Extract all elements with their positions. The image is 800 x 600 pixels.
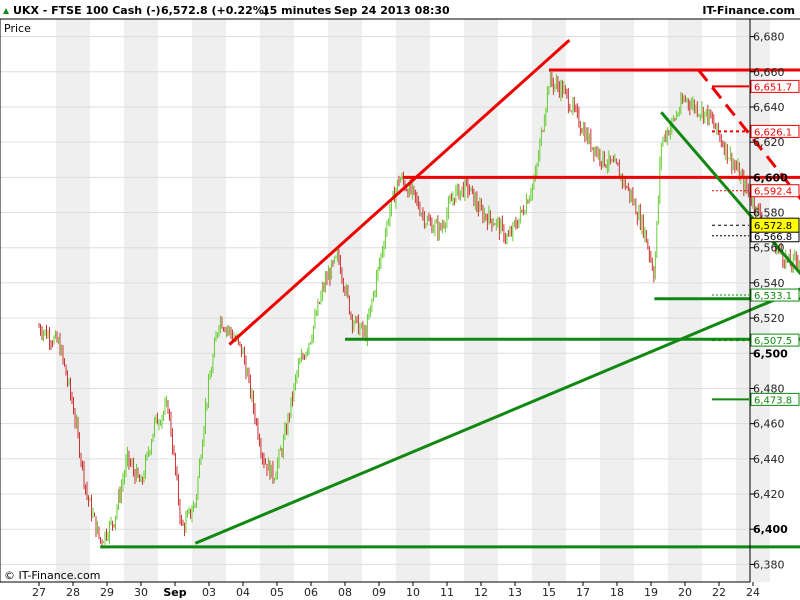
x-tick-label: 30 bbox=[134, 586, 148, 599]
x-tick-label: 20 bbox=[678, 586, 692, 599]
copyright-text: © IT-Finance.com bbox=[4, 569, 101, 582]
y-tick-label: 6,420 bbox=[753, 488, 785, 501]
x-tick-label: Sep bbox=[163, 586, 186, 599]
y-tick-label: 6,380 bbox=[753, 558, 785, 571]
level-label: 6,592.4 bbox=[754, 187, 792, 198]
y-axis: 6,380 6,400 6,420 6,440 6,460 6,480 6,500 6,520… bbox=[750, 31, 788, 571]
level-label: 6,507.5 bbox=[754, 336, 792, 347]
x-tick-label: 17 bbox=[576, 586, 590, 599]
level-markers bbox=[712, 85, 749, 401]
level-label: 6,473.8 bbox=[754, 395, 792, 406]
trend-lines bbox=[100, 38, 800, 549]
x-tick-label: 08 bbox=[338, 586, 352, 599]
price-grid bbox=[0, 36, 750, 565]
level-label-box bbox=[750, 124, 800, 138]
y-tick-label: 6,580 bbox=[753, 207, 785, 220]
y-tick-label: 6,660 bbox=[753, 66, 785, 79]
level-labels: 6,651.7 6,626.1 6,592.4 6,566.8 6,533.1 6,507… bbox=[750, 79, 800, 406]
y-tick-label: 6,560 bbox=[753, 242, 785, 255]
x-tick-label: 03 bbox=[202, 586, 216, 599]
level-label-box bbox=[750, 79, 800, 93]
y-tick-label: 6,460 bbox=[753, 418, 785, 431]
x-tick-label: 05 bbox=[270, 586, 284, 599]
day-band bbox=[56, 19, 90, 582]
header-bar bbox=[0, 0, 800, 19]
x-tick-label: 19 bbox=[644, 586, 658, 599]
day-band bbox=[396, 19, 430, 582]
y-tick-label: 6,620 bbox=[753, 136, 785, 149]
y-axis-title: Price bbox=[4, 22, 31, 35]
level-label-box bbox=[750, 333, 800, 347]
y-tick-label: 6,440 bbox=[753, 453, 785, 466]
day-band bbox=[600, 19, 634, 582]
x-tick-label: 06 bbox=[304, 586, 318, 599]
trend-line-rising-resistance bbox=[228, 38, 571, 346]
y-tick-label: 6,520 bbox=[753, 312, 785, 325]
y-tick-label: 6,680 bbox=[753, 31, 785, 44]
timeframe: 15 minutes bbox=[262, 4, 332, 17]
brand-name: IT-Finance.com bbox=[702, 4, 795, 17]
last-price-box bbox=[750, 217, 800, 233]
level-label: 6,533.1 bbox=[754, 291, 792, 302]
x-tick-label: 12 bbox=[474, 586, 488, 599]
header-triangle-icon bbox=[3, 8, 9, 14]
x-tick-label: 29 bbox=[100, 586, 114, 599]
x-tick-label: 22 bbox=[712, 586, 726, 599]
x-tick-label: 11 bbox=[440, 586, 454, 599]
x-tick-label: 13 bbox=[508, 586, 522, 599]
level-label-box bbox=[750, 288, 800, 302]
trend-line-falling-resistance-dashed bbox=[697, 69, 800, 201]
day-band bbox=[532, 19, 566, 582]
y-tick-label: 6,600 bbox=[753, 171, 788, 184]
x-tick-label: 24 bbox=[746, 586, 760, 599]
day-band bbox=[124, 19, 158, 582]
y-tick-label: 6,480 bbox=[753, 382, 785, 395]
day-band bbox=[328, 19, 362, 582]
trend-line-rising-support bbox=[194, 287, 800, 545]
level-label: 6,626.1 bbox=[754, 127, 792, 138]
level-label-box bbox=[750, 184, 800, 198]
y-tick-label: 6,400 bbox=[753, 523, 788, 536]
level-label: 6,566.8 bbox=[754, 232, 792, 243]
x-tick-label: 15 bbox=[542, 586, 556, 599]
quote-datetime: Sep 24 2013 08:30 bbox=[334, 4, 450, 17]
level-label-box bbox=[750, 392, 800, 406]
instrument-symbol: UKX - FTSE 100 Cash (-) bbox=[13, 4, 161, 17]
y-tick-label: 6,540 bbox=[753, 277, 785, 290]
x-tick-label: 10 bbox=[406, 586, 420, 599]
x-tick-label: 04 bbox=[236, 586, 250, 599]
last-quote: 6,572.8 (+0.22%) bbox=[161, 4, 269, 17]
trend-line-falling-support bbox=[660, 111, 800, 276]
day-band bbox=[192, 19, 226, 582]
x-axis: 27 28 29 30 Sep 03 04 05 06 08 09 10 11 12 13 15 17 18 19 2… bbox=[32, 582, 760, 599]
y-tick-label: 6,500 bbox=[753, 347, 788, 360]
last-price-label: 6,572.8 bbox=[754, 221, 792, 232]
day-band bbox=[464, 19, 498, 582]
x-tick-label: 27 bbox=[32, 586, 46, 599]
level-label: 6,651.7 bbox=[754, 82, 792, 93]
x-tick-label: 28 bbox=[66, 586, 80, 599]
y-tick-label: 6,640 bbox=[753, 101, 785, 114]
candle-series bbox=[38, 69, 800, 549]
x-tick-label: 09 bbox=[372, 586, 386, 599]
x-tick-label: 18 bbox=[610, 586, 624, 599]
